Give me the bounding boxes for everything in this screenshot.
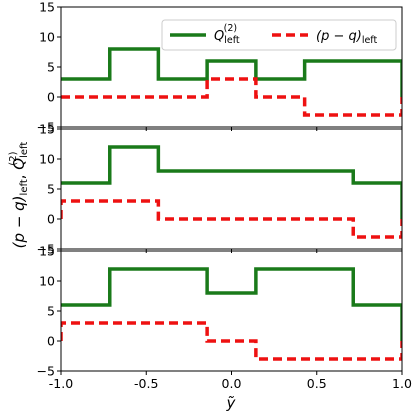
- panel-1-ytick-label: −5: [37, 120, 55, 135]
- panel-3-series: [61, 267, 402, 361]
- y-label-part-pq: (p − q): [10, 195, 28, 248]
- panel-3-ytick-label: 5: [47, 304, 55, 319]
- legend-q-sub: left: [224, 35, 240, 46]
- panel-1-ytick-label: 10: [39, 30, 55, 45]
- panel-2-ytick-label: 5: [47, 182, 55, 197]
- y-label-part-pq-sub: left: [19, 179, 30, 195]
- xtick-label: -0.5: [134, 376, 158, 391]
- y-label-part-q-sup: (2): [8, 151, 19, 165]
- y-label-part-q: Q: [10, 158, 28, 170]
- panel-2-ytick-label: −5: [37, 242, 55, 257]
- panel-3-series-pq-line: [61, 321, 402, 361]
- panel-1-ytick-label: 0: [47, 90, 55, 105]
- xtick-label: -1.0: [49, 376, 73, 391]
- panel-2-ytick-label: 15: [39, 122, 55, 137]
- y-axis-label: (p − q)left, Qleft(2): [8, 142, 30, 249]
- panel-1: −5 0 5 10 15: [37, 0, 403, 135]
- panel-2-ytick-label: 10: [39, 152, 55, 167]
- y-label-part-sep: ,: [10, 170, 28, 180]
- legend-q-main: Q: [214, 29, 224, 44]
- legend: Qleft(2) (p − q)left: [161, 19, 397, 51]
- panel-1-ytick-label: 15: [39, 0, 55, 15]
- panel-3-ytick-label: −5: [37, 364, 55, 379]
- panel-1-series: [61, 47, 402, 117]
- panel-3-ytick-label: 0: [47, 334, 55, 349]
- legend-pq-main: (p − q): [316, 29, 362, 44]
- x-axis-ticks: -1.0 -0.5 0.0 0.5 1.0: [49, 376, 412, 391]
- y-label-part-q-sub: left: [19, 142, 30, 158]
- xtick-label: 1.0: [392, 376, 412, 391]
- xtick-label: 0.5: [307, 376, 327, 391]
- panel-1-ytick-label: 5: [47, 60, 55, 75]
- panel-2-series-pq-line: [61, 199, 402, 239]
- panel-1-series-q-line: [61, 47, 402, 97]
- legend-label-pq: (p − q)left: [316, 29, 377, 46]
- xtick-label: 0.0: [222, 376, 242, 391]
- panel-1-series-pq-line: [61, 77, 402, 117]
- panel-2-ytick-label: 0: [47, 212, 55, 227]
- panel-3-ytick-label: 10: [39, 274, 55, 289]
- panel-3: −5 0 5 10 15: [37, 244, 403, 379]
- panel-2: −5 0 5 10 15: [37, 122, 403, 257]
- legend-label-q: Qleft(2): [214, 23, 240, 46]
- x-axis-label: ỹ: [226, 394, 237, 412]
- panel-2-series-q-line: [61, 145, 402, 219]
- legend-q-sup: (2): [224, 23, 237, 34]
- legend-pq-sub: left: [362, 35, 378, 46]
- panel-3-series-q-line: [61, 267, 402, 341]
- panel-3-ytick-label: 15: [39, 244, 55, 259]
- panel-2-series: [61, 145, 402, 239]
